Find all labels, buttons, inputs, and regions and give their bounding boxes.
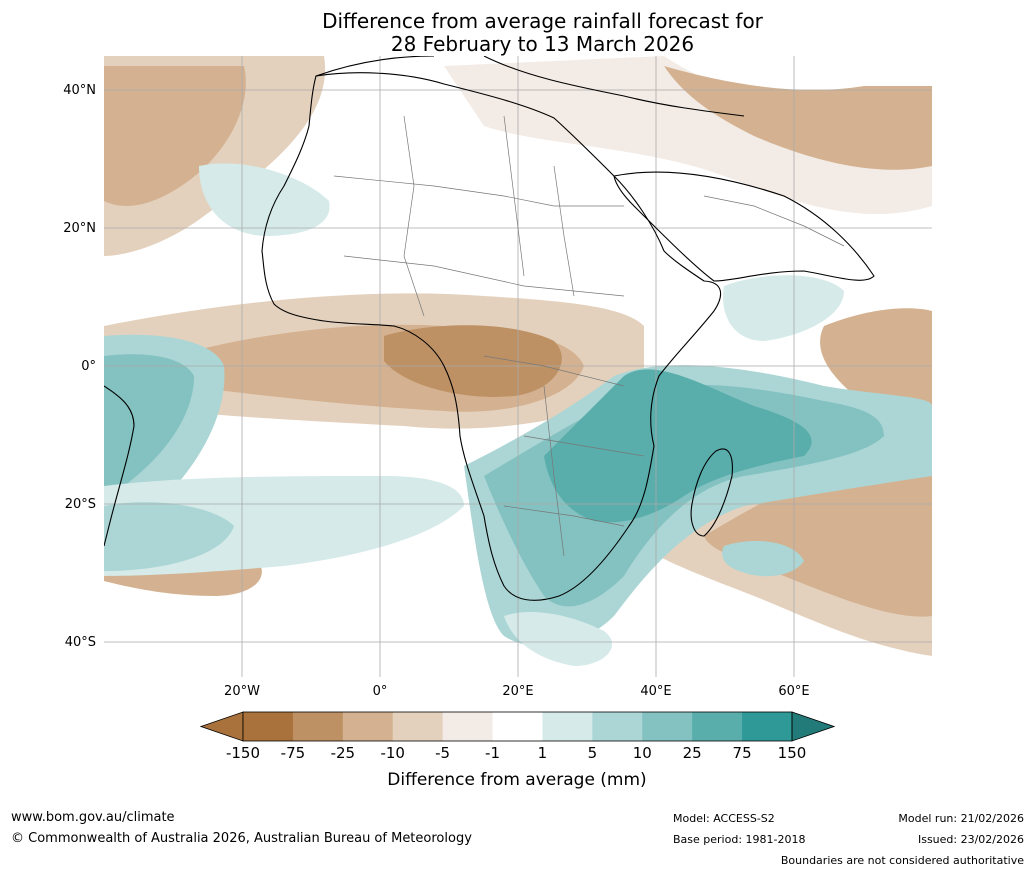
wet-indian-ocean-arc: [723, 275, 844, 341]
colorbar-bin: [742, 712, 793, 741]
colorbar-bin: [642, 712, 693, 741]
colorbar-bin: [692, 712, 743, 741]
map-canvas: [104, 56, 932, 677]
coastlines: [104, 56, 875, 601]
lon-label-0: 0°: [372, 684, 388, 699]
colorbar-svg: [199, 711, 836, 742]
model-name: Model: ACCESS-S2: [673, 812, 775, 825]
colorbar-bin: [392, 712, 444, 741]
wet-south-atlantic-core: [104, 502, 234, 571]
dry-atlantic-northwest-core: [104, 66, 246, 206]
arabia-coastline: [613, 171, 875, 282]
dry-congo-core: [384, 325, 562, 397]
wet-east-africa-core: [544, 369, 812, 523]
dry-indian-ocean-east: [820, 308, 932, 417]
colorbar-bin: [442, 712, 494, 741]
colorbar-tick-label: 150: [777, 744, 807, 762]
boundaries-disclaimer: Boundaries are not considered authoritat…: [780, 854, 1024, 867]
rainfall-anomaly-map: [104, 56, 932, 677]
madagascar-coastline: [690, 448, 733, 537]
dry-mediterranean: [444, 56, 932, 215]
lat-label-0: 0°: [81, 359, 96, 374]
country-borders: [333, 115, 845, 557]
lon-label-40e: 40°E: [640, 684, 672, 699]
colorbar-bin: [292, 712, 344, 741]
lat-label-40s: 40°S: [64, 635, 96, 650]
colorbar-tick-label: -10: [380, 744, 405, 762]
colorbar-tick-label: 75: [732, 744, 752, 762]
colorbar-bin: [592, 712, 643, 741]
colorbar-title: Difference from average (mm): [387, 770, 647, 790]
colorbar-bin: [542, 712, 593, 741]
colorbar-tick-label: -150: [225, 744, 261, 762]
anomaly-fields: [104, 56, 932, 666]
dry-middle-east: [664, 66, 932, 170]
issued-date: Issued: 23/02/2026: [917, 833, 1024, 846]
colorbar-extend-high: [791, 711, 836, 742]
colorbar-bin: [492, 712, 543, 741]
lat-label-20s: 20°S: [64, 497, 96, 512]
model-run: Model run: 21/02/2026: [898, 812, 1024, 825]
colorbar-tick-label: 5: [587, 744, 598, 762]
copyright-text: © Commonwealth of Australia 2026, Austra…: [11, 831, 472, 846]
website-link[interactable]: www.bom.gov.au/climate: [11, 810, 175, 825]
colorbar-tick-label: -75: [280, 744, 306, 762]
lon-label-60e: 60°E: [778, 684, 810, 699]
colorbar-bin: [342, 712, 394, 741]
map-title-line2: 28 February to 13 March 2026: [390, 32, 695, 56]
lon-label-20w: 20°W: [224, 684, 260, 699]
colorbar-tick-label: -5: [435, 744, 451, 762]
colorbar-tick-label: 25: [682, 744, 702, 762]
wet-west-africa-core: [104, 354, 194, 491]
colorbar-tick-label: 10: [632, 744, 652, 762]
colorbar-tick-label: -1: [485, 744, 501, 762]
colorbar-tick-label: -25: [330, 744, 356, 762]
wet-canary-basin: [199, 163, 330, 236]
wet-south-tip: [504, 611, 613, 666]
colorbar-bin: [243, 712, 294, 741]
map-title: Difference from average rainfall forecas…: [180, 10, 905, 56]
europe-coastline: [315, 56, 745, 117]
south-america-coastline: [104, 385, 135, 547]
map-title-line1: Difference from average rainfall forecas…: [322, 9, 763, 33]
lat-label-40n: 40°N: [63, 83, 96, 98]
colorbar-tick-label: 1: [537, 744, 548, 762]
dry-southwest-indian-core: [704, 454, 932, 617]
lat-label-20n: 20°N: [63, 221, 96, 236]
lon-label-20e: 20°E: [502, 684, 534, 699]
wet-southeast-ocean: [722, 541, 804, 577]
colorbar-frame: [242, 711, 793, 742]
base-period: Base period: 1981-2018: [673, 833, 806, 846]
colorbar: [199, 708, 836, 748]
colorbar-extend-low: [199, 711, 244, 742]
graticule: [104, 56, 932, 677]
